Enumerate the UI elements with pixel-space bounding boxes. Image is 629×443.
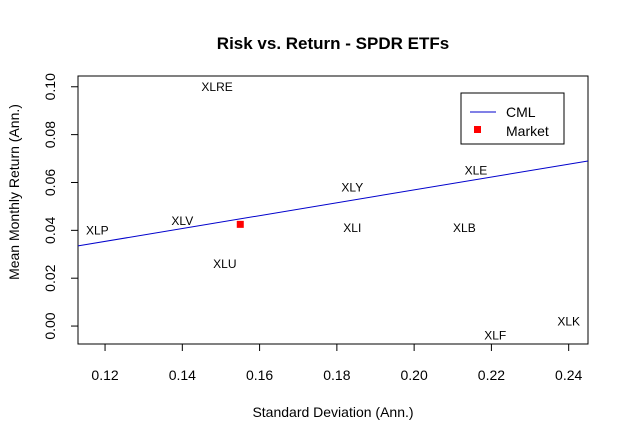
point-label-xlp: XLP [86,223,109,237]
point-label-xlre: XLRE [201,80,232,94]
x-tick-label: 0.12 [91,367,118,383]
point-label-xly: XLY [341,180,363,194]
point-label-xlu: XLU [213,257,236,271]
point-label-xlk: XLK [557,314,580,328]
point-label-xlb: XLB [453,221,476,235]
y-tick-label: 0.02 [42,264,58,291]
legend-box [460,92,565,145]
x-axis-label: Standard Deviation (Ann.) [252,404,413,420]
y-tick-label: 0.00 [42,312,58,339]
market-point [236,220,244,228]
y-tick-label: 0.06 [42,169,58,196]
x-tick-label: 0.16 [246,367,273,383]
x-tick-label: 0.18 [323,367,350,383]
y-axis-label: Mean Monthly Return (Ann.) [6,104,22,280]
legend-market-swatch [474,126,481,133]
y-tick-label: 0.08 [42,121,58,148]
y-axis: 0.00 0.02 0.04 0.06 0.08 0.10 [42,73,78,340]
x-axis: 0.12 0.14 0.16 0.18 0.20 0.22 0.24 [91,344,583,383]
x-tick-label: 0.14 [169,367,196,383]
plot-area: XLP XLV XLRE XLU XLY XLI XLB XLE XLF XLK [78,80,588,343]
point-label-xlv: XLV [171,214,193,228]
legend-cml-label: CML [506,104,536,120]
y-tick-label: 0.10 [42,73,58,100]
point-label-xlf: XLF [484,329,506,343]
y-tick-label: 0.04 [42,217,58,244]
point-label-xle: XLE [465,164,488,178]
legend-market-label: Market [506,123,549,139]
x-tick-label: 0.20 [401,367,428,383]
x-tick-label: 0.22 [478,367,505,383]
legend: CML Market [460,92,565,145]
x-tick-label: 0.24 [555,367,582,383]
point-label-xli: XLI [343,221,361,235]
plot-frame [77,75,589,345]
chart-title: Risk vs. Return - SPDR ETFs [217,34,449,53]
cml-line [78,160,588,247]
